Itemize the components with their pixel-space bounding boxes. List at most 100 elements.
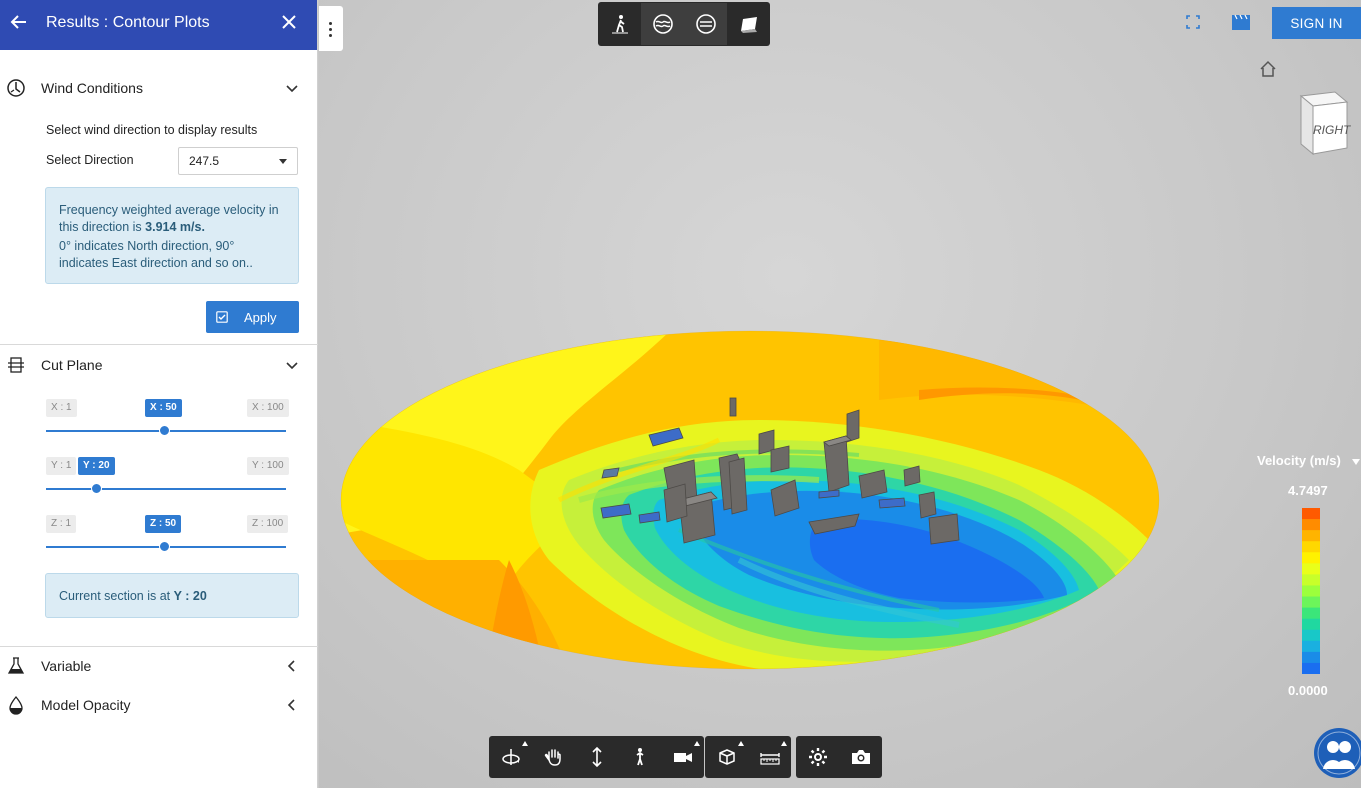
legend-swatch <box>1302 563 1320 575</box>
home-icon[interactable] <box>1259 60 1277 78</box>
apply-label: Apply <box>244 309 277 325</box>
navigation-toolbar <box>489 736 704 778</box>
screenshot-icon <box>851 750 870 764</box>
velocity-info-box: Frequency weighted average velocity in t… <box>45 187 299 284</box>
legend-swatch <box>1302 574 1320 586</box>
section-title: Model Opacity <box>41 697 131 713</box>
panel-title: Results : Contour Plots <box>46 14 210 31</box>
chevron-left-icon[interactable] <box>284 658 300 674</box>
dot <box>329 34 332 37</box>
section-cut-plane[interactable]: Cut Plane <box>0 347 318 383</box>
submenu-indicator <box>694 741 700 746</box>
camera-icon <box>673 753 692 762</box>
results-panel: Results : Contour Plots Wind Conditions … <box>0 0 318 788</box>
slice-wave-icon <box>652 14 673 34</box>
direction-value: 247.5 <box>189 154 220 168</box>
contour-plot[interactable] <box>319 0 1361 788</box>
z-min-label: Z : 1 <box>46 515 77 533</box>
chevron-down-icon[interactable] <box>284 80 300 96</box>
dot <box>329 28 332 31</box>
measure-icon <box>759 753 780 765</box>
compass-icon <box>7 79 25 97</box>
section-model-opacity[interactable]: Model Opacity <box>0 687 318 723</box>
section-wind-conditions[interactable]: Wind Conditions <box>0 70 318 106</box>
pan-button[interactable] <box>532 736 575 778</box>
settings-icon <box>808 748 827 766</box>
x-max-label: X : 100 <box>247 399 289 417</box>
vertical-move-button[interactable] <box>575 736 618 778</box>
direction-label: Select Direction <box>46 153 134 167</box>
settings-button[interactable] <box>796 736 839 778</box>
section-info-box: Current section is at Y : 20 <box>45 573 299 618</box>
close-icon[interactable] <box>278 12 300 34</box>
walk-button[interactable] <box>618 736 661 778</box>
z-value-label: Z : 50 <box>145 515 182 533</box>
utility-toolbar <box>796 736 882 778</box>
fullscreen-icon[interactable] <box>1186 15 1200 29</box>
x-min-label: X : 1 <box>46 399 77 417</box>
section-variable[interactable]: Variable <box>0 648 318 684</box>
measure-button[interactable] <box>748 736 791 778</box>
orbit-button[interactable] <box>489 736 532 778</box>
legend-swatch <box>1302 552 1320 564</box>
legend-swatch <box>1302 596 1320 609</box>
clapperboard-icon[interactable] <box>1231 13 1251 31</box>
legend-title[interactable]: Velocity (m/s) <box>1257 453 1361 468</box>
section-title: Variable <box>41 658 92 674</box>
caret-down-icon <box>1352 458 1361 465</box>
chevron-left-icon[interactable] <box>284 697 300 713</box>
legend-max-value: 4.7497 <box>1288 483 1328 498</box>
submenu-indicator <box>738 741 744 746</box>
direction-select[interactable]: 247.5 <box>178 147 298 175</box>
pan-icon <box>544 749 561 766</box>
x-value-label: X : 50 <box>145 399 182 417</box>
section-box-icon <box>718 749 735 765</box>
z-max-label: Z : 100 <box>247 515 289 533</box>
section-title: Cut Plane <box>41 357 103 373</box>
contour-plane-button[interactable] <box>684 3 727 45</box>
divider <box>0 646 318 647</box>
dot <box>329 22 332 25</box>
legend-swatch <box>1302 585 1320 598</box>
legend-swatch <box>1302 519 1320 531</box>
screenshot-button[interactable] <box>839 736 882 778</box>
camera-button[interactable] <box>661 736 704 778</box>
sign-in-button[interactable]: SIGN IN <box>1272 7 1361 39</box>
legend-swatch <box>1302 607 1320 620</box>
flask-icon <box>7 657 25 674</box>
wind-prompt: Select wind direction to display results <box>46 123 258 137</box>
section-value: Y : 20 <box>173 589 207 603</box>
legend-swatch <box>1302 541 1320 553</box>
section-box-button[interactable] <box>705 736 748 778</box>
surface-view-button[interactable] <box>727 3 770 45</box>
slice-plane-icon <box>695 14 716 34</box>
legend-swatch <box>1302 508 1320 520</box>
apply-button[interactable]: Apply <box>206 301 299 333</box>
surface-icon <box>740 17 757 33</box>
pedestrian-view-button[interactable] <box>598 3 641 45</box>
y-slider-track[interactable] <box>46 488 286 490</box>
orbit-icon <box>501 749 520 765</box>
help-assistant-icon[interactable] <box>1313 727 1361 779</box>
velocity-info-text: Frequency weighted average velocity in t… <box>59 203 279 234</box>
z-slider-handle[interactable] <box>159 541 170 552</box>
pedestrian-icon <box>611 15 628 34</box>
section-toolbar <box>705 736 791 778</box>
back-arrow-icon[interactable] <box>8 12 30 34</box>
vertical-move-icon <box>591 746 602 768</box>
velocity-value: 3.914 m/s. <box>145 220 205 234</box>
chevron-down-icon[interactable] <box>284 357 300 373</box>
building-models <box>600 397 960 545</box>
contour-wave-button[interactable] <box>641 3 684 45</box>
opacity-drop-icon <box>9 696 23 715</box>
y-value-label: Y : 20 <box>78 457 115 475</box>
legend-swatch <box>1302 530 1320 542</box>
panel-menu-button[interactable] <box>319 6 343 51</box>
y-slider-handle[interactable] <box>91 483 102 494</box>
caret-down-icon <box>279 159 287 164</box>
view-cube-face-label: RIGHT <box>1313 123 1352 137</box>
velocity-color-scale <box>1302 508 1320 674</box>
view-cube[interactable]: RIGHT <box>1291 88 1353 160</box>
3d-viewport[interactable]: RIGHT <box>319 0 1361 788</box>
x-slider-handle[interactable] <box>159 425 170 436</box>
